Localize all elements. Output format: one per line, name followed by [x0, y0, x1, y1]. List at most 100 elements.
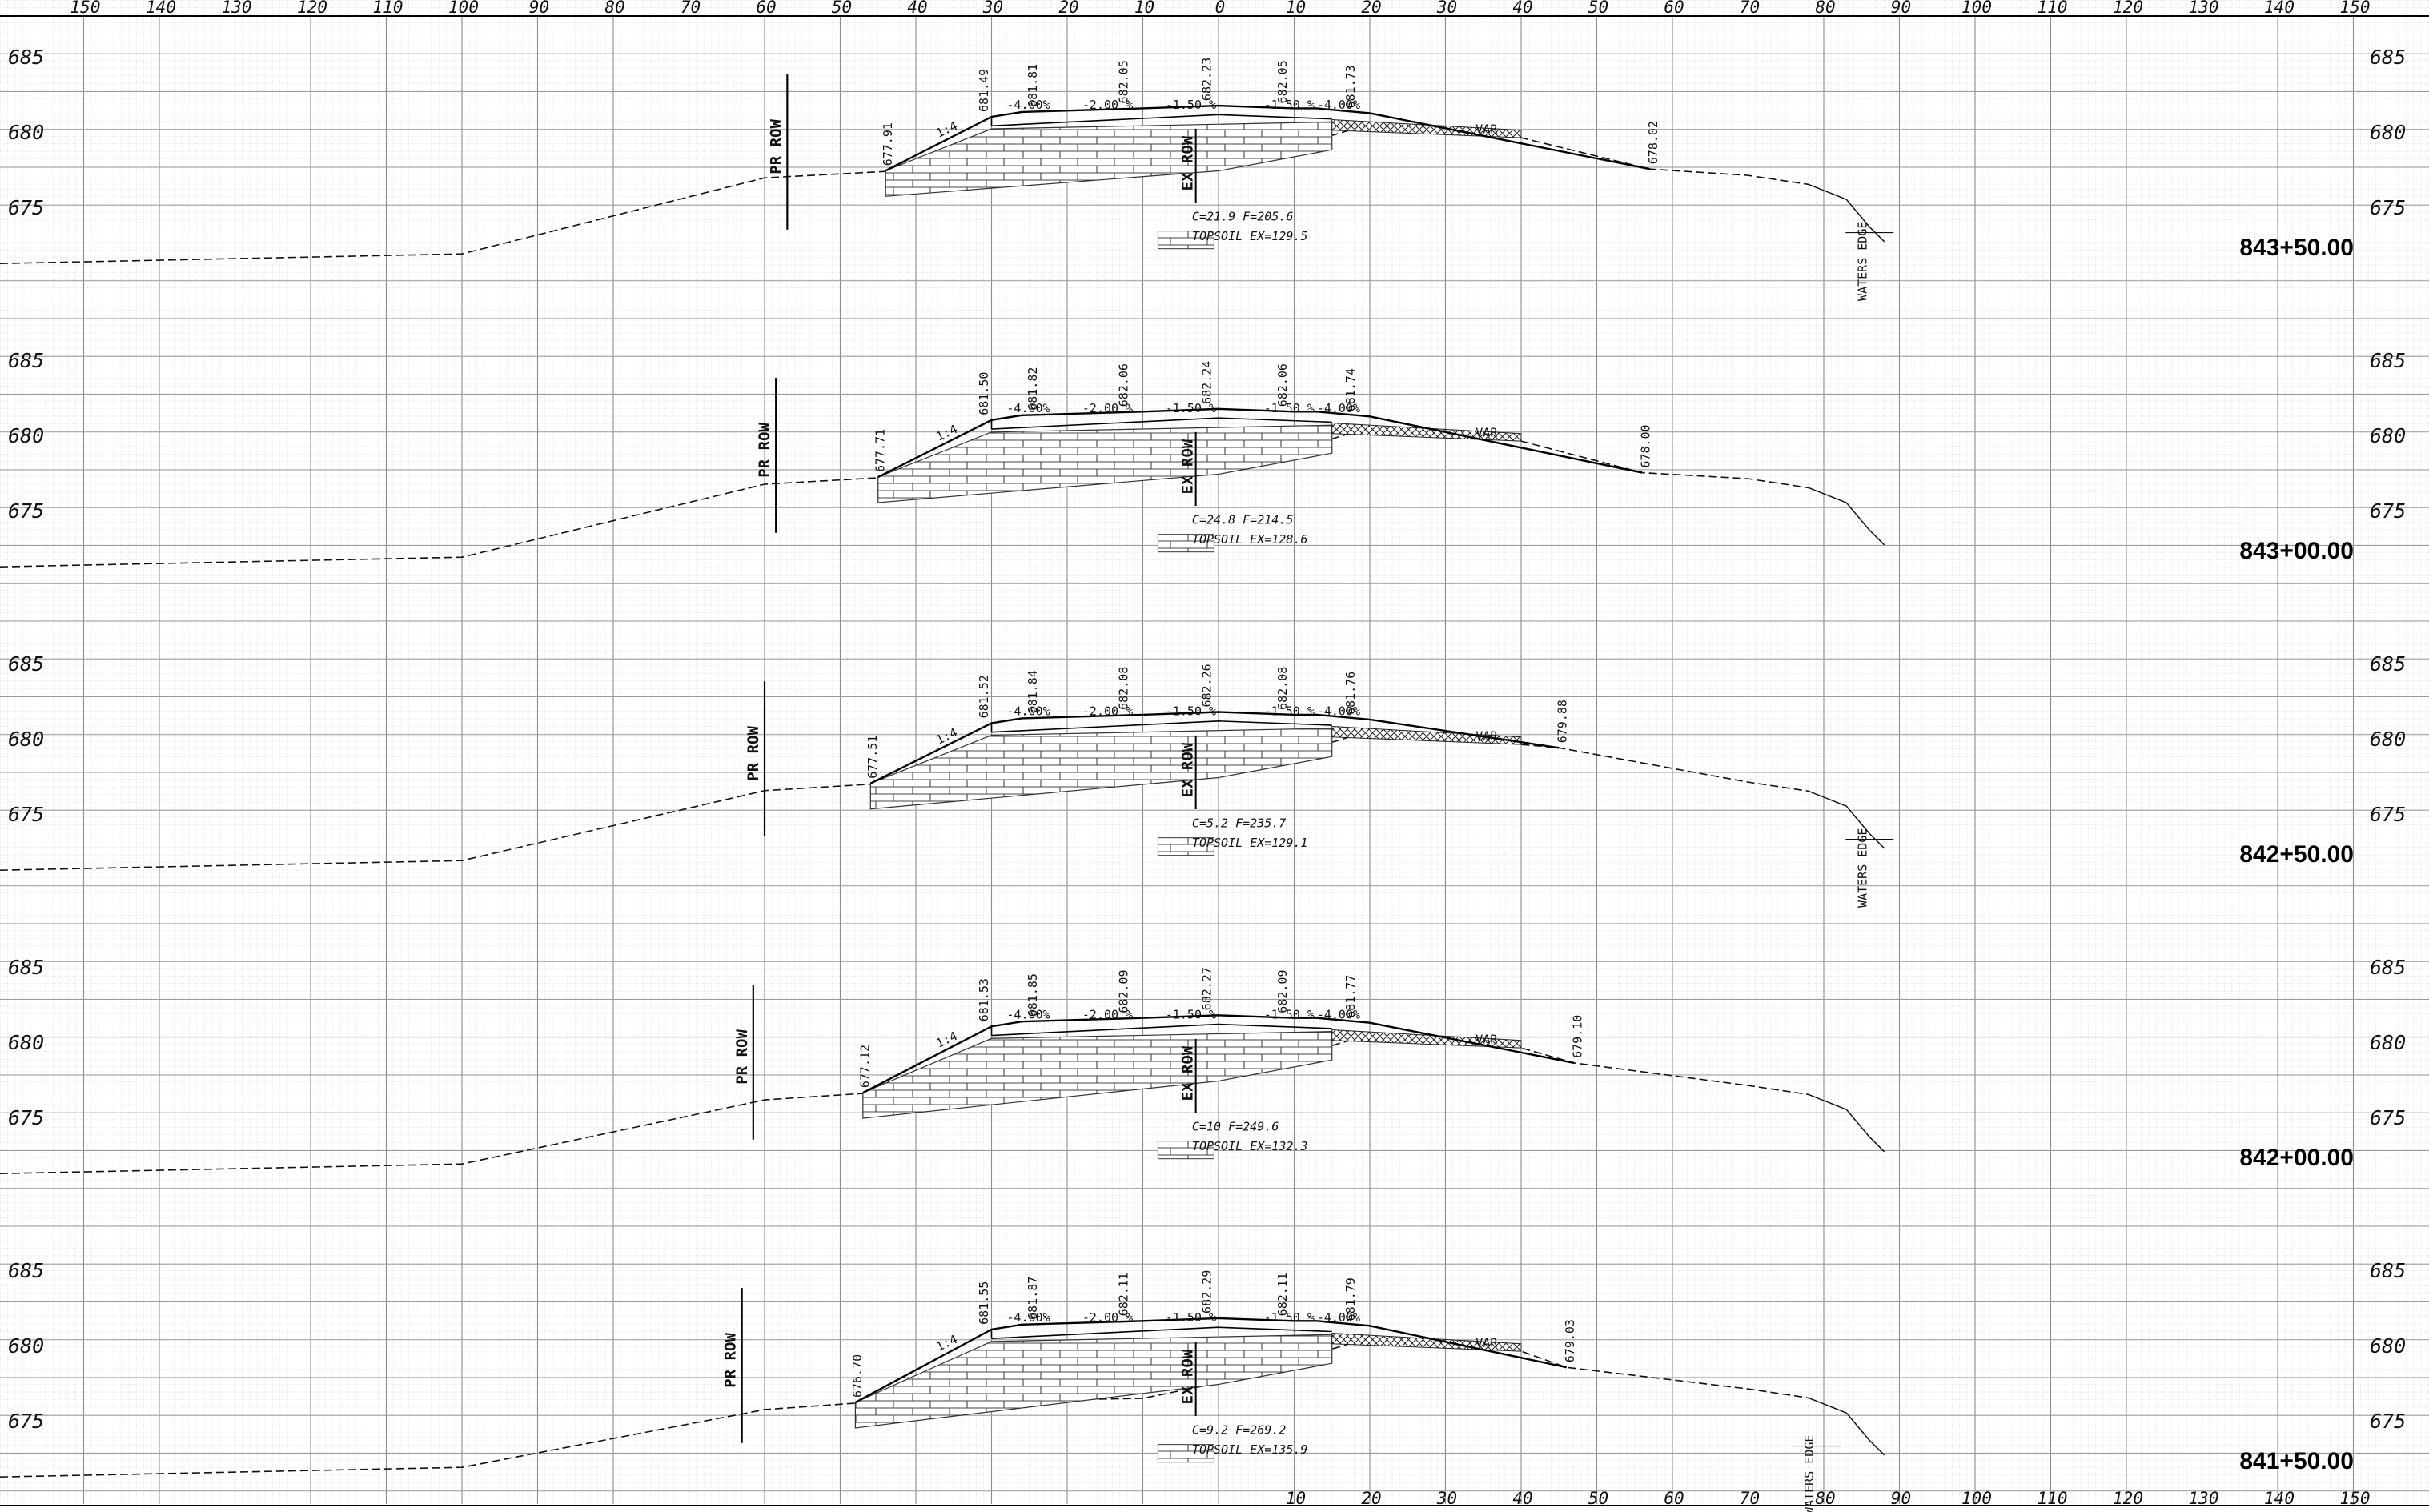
top-axis-tick-label: 60 [756, 0, 776, 17]
bottom-axis-tick-label: 50 [1588, 1489, 1608, 1508]
elevation-label-left: 680 [8, 121, 44, 144]
top-axis-tick-label: 130 [222, 0, 252, 17]
top-axis-tick-label: 130 [2189, 0, 2219, 17]
grade-label: -2.00 % [1082, 1007, 1133, 1021]
point-elevation-label: 682.08 [1117, 667, 1131, 710]
elevation-label-right: 680 [2370, 1031, 2406, 1054]
point-elevation-label: 682.06 [1275, 363, 1290, 407]
pavement-bottom-line [991, 1023, 1332, 1037]
point-elevation-label: 678.00 [1639, 424, 1653, 467]
elevation-label-right: 680 [2370, 121, 2406, 144]
var-label: VAR [1475, 425, 1498, 439]
point-elevation-label: 681.76 [1343, 672, 1358, 715]
ex-row-label: EX ROW [1179, 439, 1197, 494]
grade-label: -4.00% [1317, 1007, 1360, 1021]
top-axis-tick-label: 40 [1512, 0, 1532, 17]
elevation-label-left: 675 [8, 1410, 44, 1433]
point-elevation-label: 679.10 [1571, 1015, 1585, 1058]
pr-row-label: PR ROW [722, 1333, 740, 1388]
ex-row-label: EX ROW [1179, 742, 1197, 797]
grade-label: -1.50 % [1166, 401, 1216, 415]
elevation-label-right: 680 [2370, 424, 2406, 447]
waters-edge-label: WATERS EDGE [1855, 828, 1869, 908]
point-elevation-label: 677.91 [881, 122, 895, 166]
grade-label: -4.00% [1317, 704, 1360, 719]
point-elevation-label: 681.53 [977, 978, 991, 1021]
pavement-bottom-line [991, 720, 1332, 733]
top-axis-tick-label: 70 [1740, 0, 1760, 17]
point-elevation-label: 681.81 [1026, 64, 1040, 107]
top-axis-tick-label: 10 [1286, 0, 1306, 17]
topsoil-legend-swatch [1157, 837, 1214, 856]
bottom-axis-tick-label: 30 [1436, 1489, 1457, 1508]
grade-label: -1.50 % [1166, 704, 1216, 719]
point-elevation-label: 681.55 [977, 1281, 991, 1325]
top-axis-tick-label: 40 [907, 0, 927, 17]
grade-label: -1.50 % [1166, 98, 1216, 112]
var-label: VAR [1475, 122, 1498, 136]
topsoil-legend-swatch [1157, 534, 1214, 553]
grade-label: -1.50 % [1166, 1310, 1216, 1325]
topsoil-hatch [885, 121, 1333, 197]
bank-line [1808, 1093, 1885, 1153]
grade-label: -2.00 % [1082, 1310, 1133, 1325]
grade-label: -4.00% [1006, 98, 1050, 112]
elevation-label-right: 680 [2370, 728, 2406, 751]
point-elevation-label: 677.71 [873, 429, 887, 472]
bottom-axis-tick-label: 150 [2340, 1489, 2371, 1508]
proposed-grade-line [869, 711, 1560, 784]
top-axis-tick-label: 20 [1058, 0, 1078, 17]
grade-label: -1.50 % [1264, 98, 1315, 112]
top-axis-tick-label: 30 [982, 0, 1003, 17]
bottom-axis-tick-label: 60 [1664, 1489, 1684, 1508]
grade-label: -4.00% [1006, 1310, 1050, 1325]
point-elevation-label: 681.50 [977, 372, 991, 415]
elevation-label-right: 685 [2370, 652, 2406, 676]
top-axis-tick-label: 140 [2264, 0, 2295, 17]
bank-line [1808, 790, 1885, 849]
bottom-axis-tick-label: 70 [1740, 1489, 1760, 1508]
station-label: 842+00.00 [2239, 1145, 2354, 1171]
topsoil-legend-swatch [1157, 1141, 1214, 1160]
major-grid [0, 15, 2429, 1506]
pavement-bottom-line [991, 417, 1332, 430]
top-axis-tick-label: 120 [297, 0, 327, 17]
bank-line [1808, 1397, 1885, 1456]
grade-label: -4.00% [1006, 1007, 1050, 1021]
elevation-label-right: 675 [2370, 196, 2406, 219]
station-label: 843+00.00 [2239, 538, 2354, 564]
elevation-label-left: 685 [8, 956, 44, 979]
topsoil-legend-swatch [1157, 231, 1214, 250]
grade-label: -4.00% [1317, 401, 1360, 415]
grade-label: -1.50 % [1166, 1007, 1216, 1021]
elevation-label-right: 685 [2370, 46, 2406, 69]
bottom-axis-tick-label: 130 [2189, 1489, 2219, 1508]
ex-row-label: EX ROW [1179, 1349, 1197, 1404]
elevation-label-right: 685 [2370, 349, 2406, 372]
grade-label: -4.00% [1317, 98, 1360, 112]
point-elevation-label: 681.52 [977, 675, 991, 718]
bottom-axis-tick-label: 120 [2113, 1489, 2143, 1508]
point-elevation-label: 682.05 [1275, 60, 1290, 103]
cut-fill-quantity: C=5.2 F=235.7 [1192, 816, 1286, 831]
top-axis-tick-label: 140 [146, 0, 176, 17]
ex-row-label: EX ROW [1179, 1045, 1197, 1101]
point-elevation-label: 682.26 [1200, 664, 1214, 707]
topsoil-hatch [869, 728, 1333, 810]
pr-row-label: PR ROW [745, 726, 762, 781]
topsoil-legend-swatch [1157, 1444, 1214, 1463]
grade-label: -2.00 % [1082, 704, 1133, 719]
point-elevation-label: 676.70 [850, 1354, 865, 1398]
point-elevation-label: 681.84 [1026, 670, 1040, 713]
proposed-grade-line [877, 407, 1643, 479]
topsoil-quantity: TOPSOIL EX=128.6 [1192, 532, 1308, 547]
elevation-label-left: 685 [8, 1259, 44, 1282]
top-axis-tick-label: 20 [1361, 0, 1381, 17]
elevation-label-left: 680 [8, 1334, 44, 1358]
point-elevation-label: 682.05 [1117, 60, 1131, 103]
point-elevation-label: 682.24 [1200, 361, 1214, 404]
